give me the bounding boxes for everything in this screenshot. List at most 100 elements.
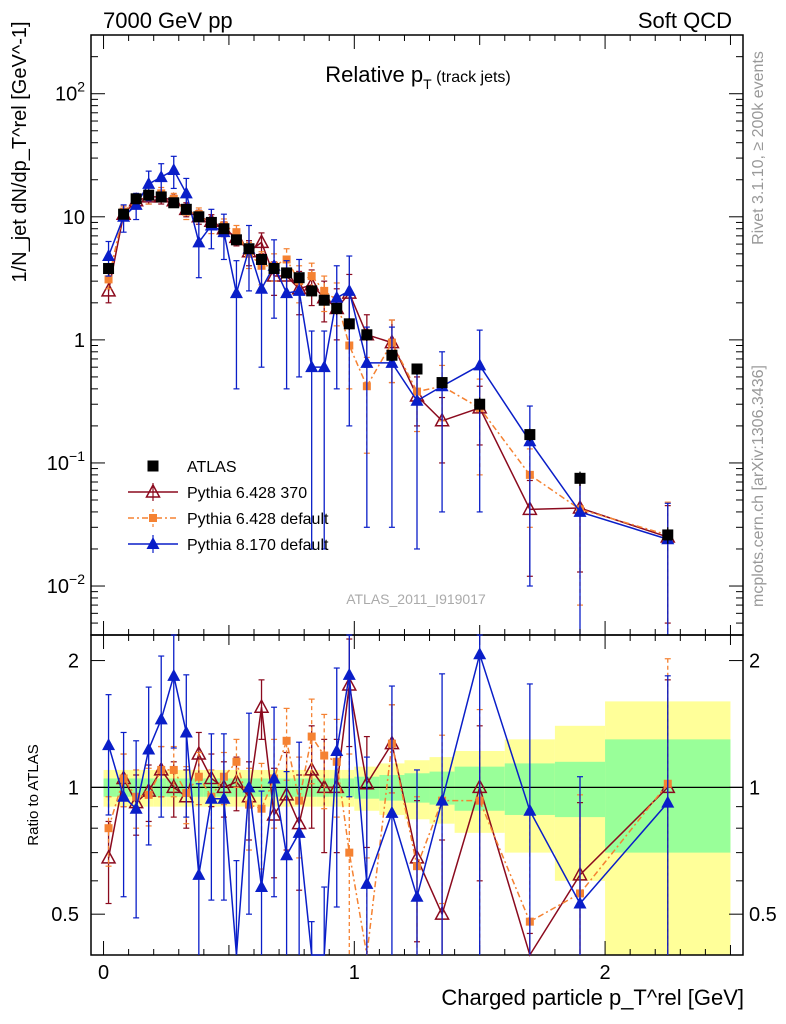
- header-right: Soft QCD: [638, 8, 732, 33]
- data-point-p6_370: [253, 233, 270, 249]
- data-point-p8: [385, 355, 399, 368]
- ratio-point-p8: [267, 771, 281, 784]
- ratio-panel: Ratio to ATLAS Charged particle p_T^rel …: [25, 35, 777, 1010]
- ratio-point-p8: [179, 725, 193, 738]
- data-point-atlas: [130, 193, 142, 205]
- legend-label-p6_370: Pythia 6.428 370: [187, 485, 307, 502]
- main-title-suffix: (track jets): [432, 69, 511, 86]
- side-text-rivet: Rivet 3.1.10, ≥ 200k events: [750, 51, 767, 245]
- ratio-series-p8: [102, 634, 675, 956]
- data-point-p8: [192, 235, 206, 248]
- data-point-atlas: [343, 318, 355, 330]
- data-point-p6_def: [320, 286, 329, 295]
- y-tick-label-base: 10: [47, 453, 69, 475]
- data-point-atlas: [168, 197, 180, 209]
- data-point-p8: [342, 283, 356, 296]
- series-line-p6_def: [107, 192, 668, 536]
- data-point-atlas: [662, 529, 674, 541]
- data-point-p8: [473, 358, 487, 371]
- data-point-atlas: [118, 208, 130, 220]
- data-point-atlas: [436, 377, 448, 389]
- main-ylabel: 1/N_jet dN/dp_T^rel [GeV^-1]: [9, 21, 31, 282]
- data-point-p8: [102, 249, 116, 262]
- data-point-p8: [317, 360, 331, 373]
- data-point-atlas: [386, 349, 398, 361]
- data-point-p6_def: [307, 272, 316, 281]
- data-point-p8: [410, 393, 424, 406]
- data-point-atlas: [180, 203, 192, 215]
- ratio-y-tick-label: 1: [68, 777, 79, 799]
- ratio-point-p8: [154, 712, 168, 725]
- data-point-atlas: [293, 272, 305, 284]
- ratio-point-p8: [573, 896, 587, 909]
- legend-marker-p6_def: [149, 514, 157, 522]
- y-tick-label-exponent: 2: [77, 79, 85, 95]
- data-point-p8: [330, 290, 344, 303]
- legend-label-atlas: ATLAS: [187, 459, 237, 476]
- legend-label-p6_def: Pythia 6.428 default: [187, 511, 329, 528]
- ratio-ylabel: Ratio to ATLAS: [25, 744, 42, 845]
- data-point-atlas: [205, 216, 217, 228]
- legend-label-p8: Pythia 8.170 default: [187, 537, 329, 554]
- ratio-point-p8: [142, 742, 156, 755]
- data-point-p8: [179, 186, 193, 199]
- ratio-point-p8: [255, 880, 269, 893]
- ratio-point-p8: [292, 825, 306, 838]
- ratio-point-p8: [192, 867, 206, 880]
- ratio-point-p8: [167, 668, 181, 681]
- ratio-y-tick-label-right: 2: [749, 651, 760, 673]
- data-point-p8: [280, 286, 294, 299]
- ratio-point-p8: [102, 738, 116, 751]
- series-line-p8: [107, 168, 668, 540]
- data-point-p8: [154, 170, 168, 183]
- legend-marker-p8: [146, 537, 160, 549]
- legend: ATLAS Pythia 6.428 370 Pythia 6.428 defaul…: [128, 459, 329, 554]
- ratio-point-p8: [330, 743, 344, 756]
- y-tick-label: 10−2: [47, 571, 85, 598]
- data-point-atlas: [103, 263, 115, 275]
- y-tick-label-base: 10: [47, 576, 69, 598]
- data-point-atlas: [143, 189, 155, 201]
- main-title-base: Relative p: [325, 62, 423, 87]
- data-point-p8: [573, 504, 587, 517]
- data-point-atlas: [256, 253, 268, 265]
- ratio-point-p8: [217, 791, 231, 804]
- y-tick-label-exponent: −2: [69, 571, 85, 587]
- ratio-point-p6_def: [307, 732, 316, 741]
- ratio-y-tick-label-right: 1: [749, 777, 760, 799]
- ratio-point-p6_def: [345, 848, 354, 857]
- y-tick-label: 10−1: [47, 448, 85, 475]
- legend-marker-atlas: [147, 460, 159, 472]
- ratio-y-tick-label: 0.5: [51, 904, 79, 926]
- data-point-atlas: [361, 329, 373, 341]
- data-point-atlas: [268, 263, 280, 275]
- ratio-point-p8: [117, 789, 131, 802]
- y-tick-label: 1: [74, 330, 85, 352]
- watermark: ATLAS_2011_I919017: [346, 591, 486, 607]
- data-point-p8: [229, 286, 243, 299]
- ratio-point-p8: [129, 801, 143, 814]
- data-point-p6_def: [282, 255, 291, 264]
- data-point-p6_370: [100, 282, 117, 297]
- data-point-p8: [142, 176, 156, 189]
- series-atlas: [103, 189, 674, 544]
- x-tick-label: 1: [349, 962, 360, 984]
- data-point-p6_def: [104, 275, 113, 284]
- x-tick-label: 2: [600, 962, 611, 984]
- ratio-point-p8: [435, 793, 449, 806]
- ratio-point-p8: [661, 795, 675, 808]
- data-point-p8: [305, 360, 319, 373]
- ratio-point-p6_def: [169, 765, 178, 774]
- y-tick-label-base: 10: [55, 84, 77, 106]
- ratio-point-p8: [523, 803, 537, 816]
- data-point-atlas: [318, 294, 330, 306]
- series-line-p6_370: [107, 196, 669, 538]
- ratio-point-p8: [204, 791, 218, 804]
- ratio-point-p8: [242, 780, 256, 793]
- x-tick-label: 0: [98, 962, 109, 984]
- ratio-point-p8: [473, 647, 487, 660]
- side-text-mcplots: mcplots.cern.ch [arXiv:1306.3436]: [750, 365, 767, 607]
- ratio-point-p8: [410, 889, 424, 902]
- data-point-p6_def: [232, 228, 241, 237]
